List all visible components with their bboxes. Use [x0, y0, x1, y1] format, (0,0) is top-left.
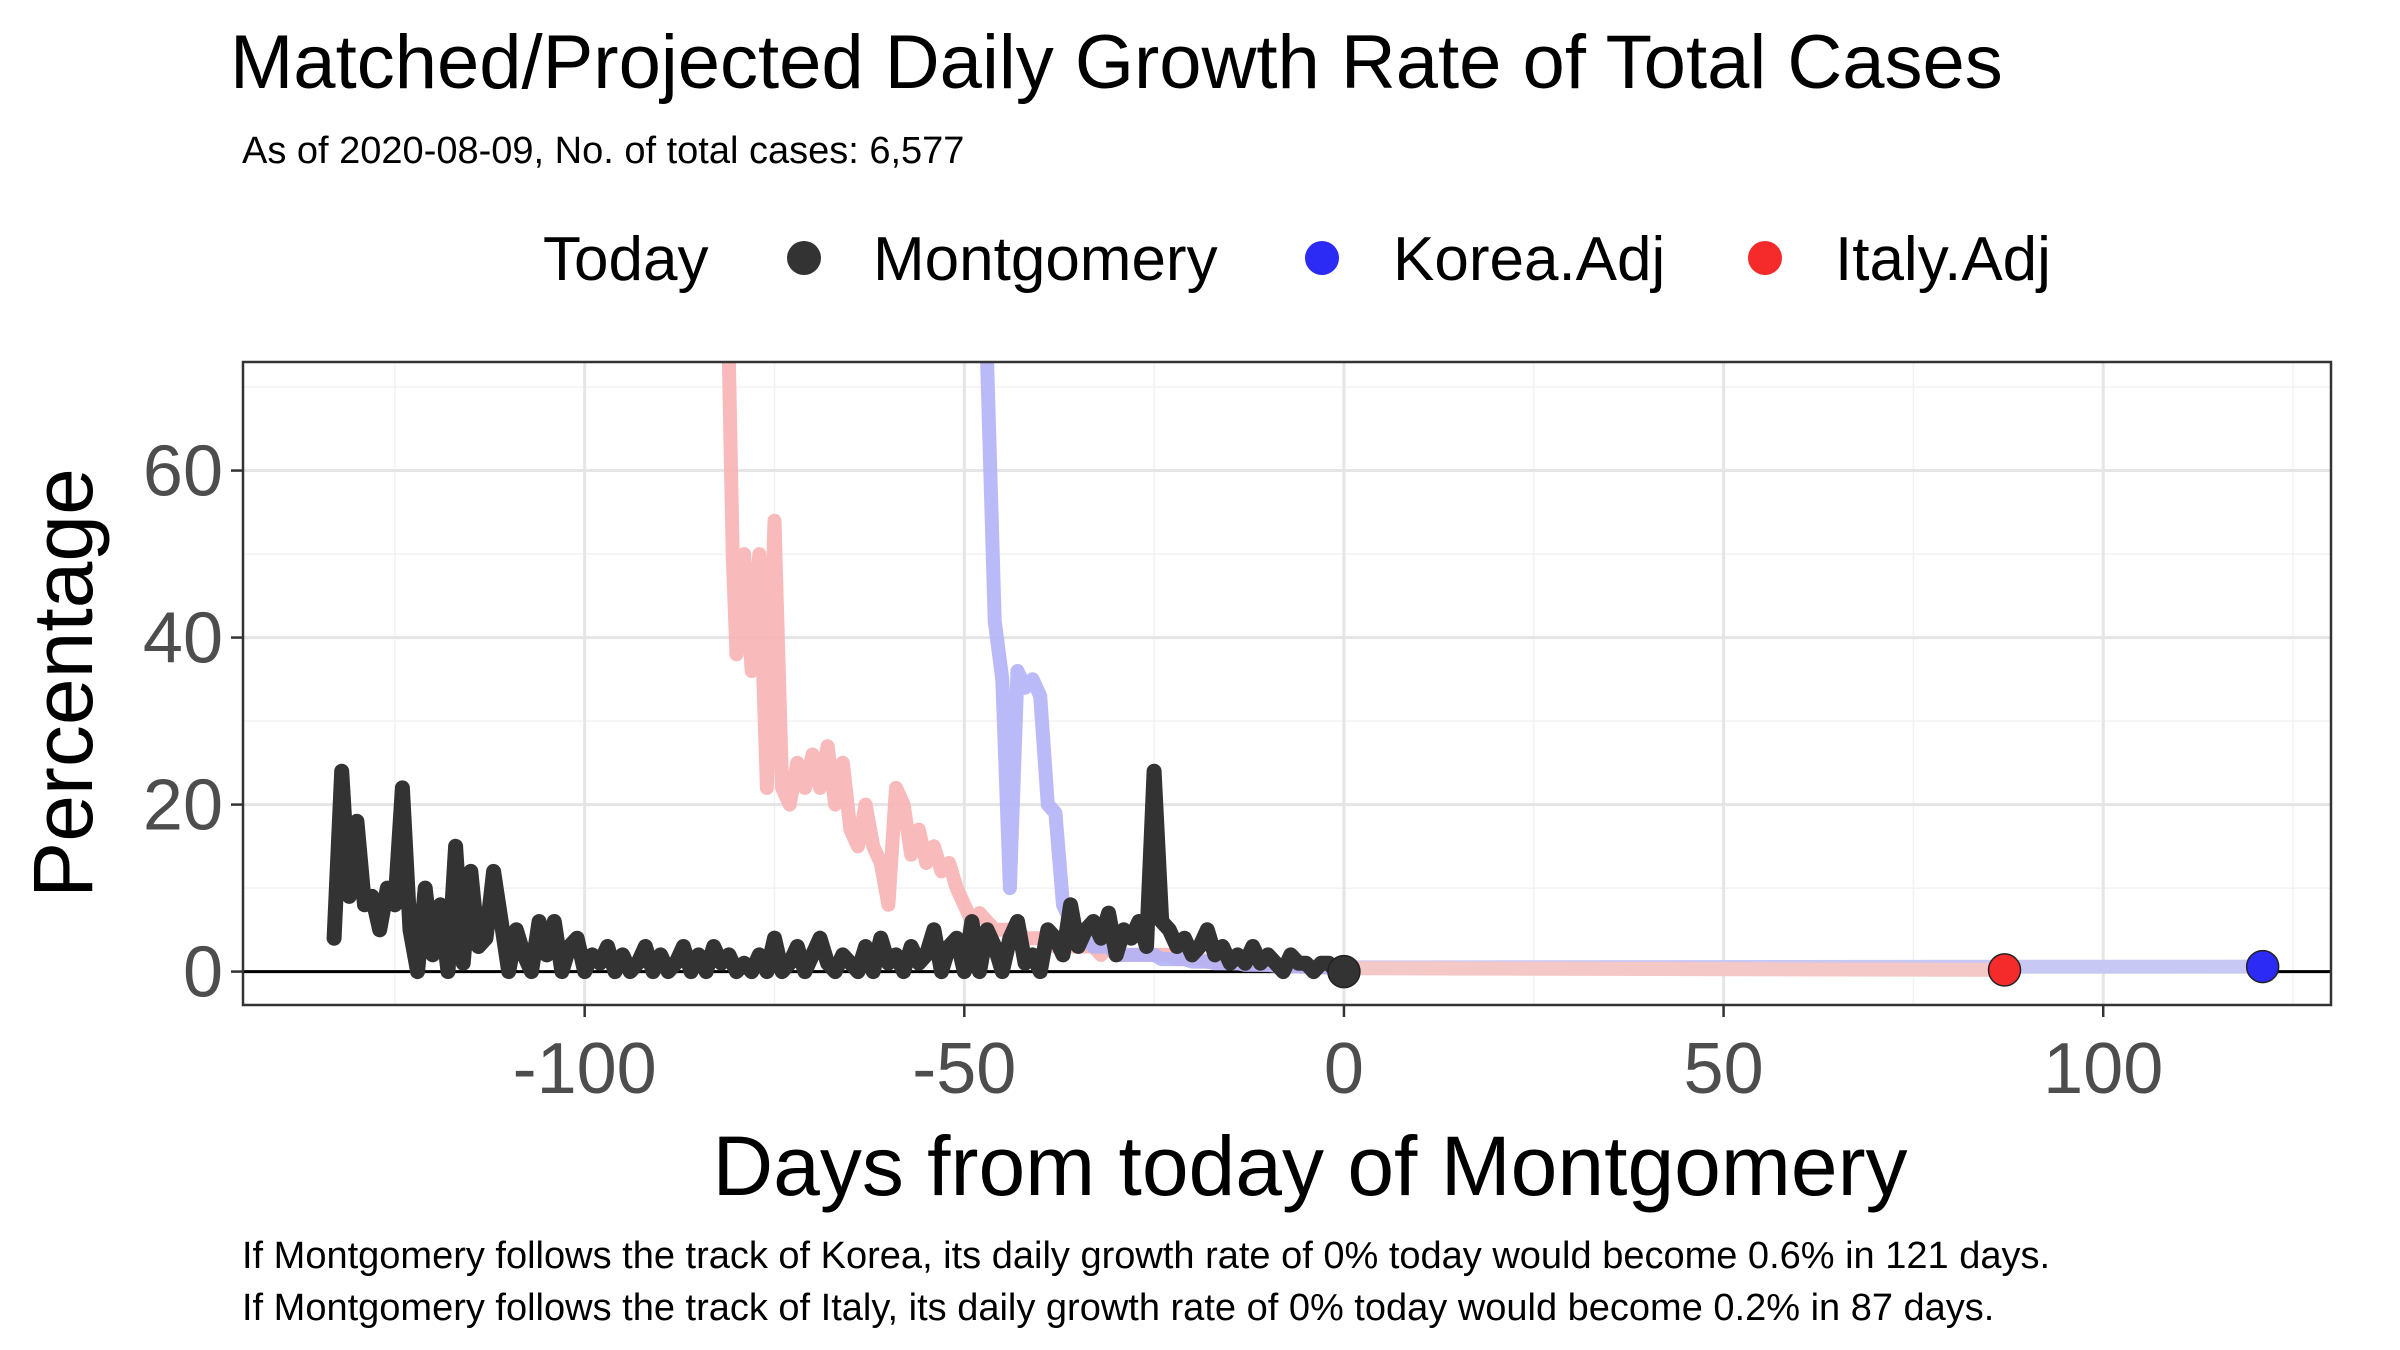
today-point-korea-adj [2245, 949, 2280, 984]
x-tick-label: -100 [513, 1029, 657, 1109]
series-line-italy-adj-projection [1336, 961, 2012, 977]
today-point-montgomery [1327, 954, 1361, 989]
legend-key-montgomery [787, 241, 821, 275]
series-layer [326, 362, 2270, 980]
today-points [1327, 949, 2280, 989]
plot-panel [243, 362, 2331, 1005]
legend-title: Today [543, 225, 708, 294]
y-tick-label: 0 [183, 933, 223, 1013]
x-tick-label: -50 [912, 1029, 1016, 1109]
x-axis-label: Days from today of Montgomery [712, 1119, 1907, 1213]
y-axis-ticks: 0 20 40 60 [143, 432, 243, 1013]
legend-label-italy-adj: Italy.Adj [1835, 225, 2051, 294]
legend-key-italy-adj [1748, 241, 1782, 275]
x-tick-label: 0 [1324, 1029, 1364, 1109]
y-tick-label: 40 [143, 599, 223, 679]
x-axis-ticks: -100 -50 0 50 100 [513, 1005, 2163, 1109]
y-axis-label: Percentage [16, 468, 110, 898]
chart-subtitle: As of 2020-08-09, No. of total cases: 6,… [242, 130, 964, 172]
today-point-italy-adj [1987, 953, 2022, 987]
caption-korea: If Montgomery follows the track of Korea… [242, 1235, 2050, 1277]
series-line-montgomery [326, 763, 1352, 980]
gridlines [243, 362, 2331, 1005]
chart-title: Matched/Projected Daily Growth Rate of T… [230, 20, 2003, 105]
x-tick-label: 50 [1684, 1029, 1764, 1109]
legend-label-montgomery: Montgomery [873, 225, 1218, 294]
legend-key-korea-adj [1305, 241, 1339, 275]
y-tick-label: 20 [143, 766, 223, 846]
plot-border [241, 360, 2333, 1007]
y-tick-label: 60 [143, 432, 223, 512]
caption-italy: If Montgomery follows the track of Italy… [242, 1287, 1994, 1329]
x-tick-label: 100 [2043, 1029, 2163, 1109]
legend: Today Montgomery Korea.Adj Italy.Adj [543, 225, 2051, 294]
legend-label-korea-adj: Korea.Adj [1393, 225, 1665, 294]
